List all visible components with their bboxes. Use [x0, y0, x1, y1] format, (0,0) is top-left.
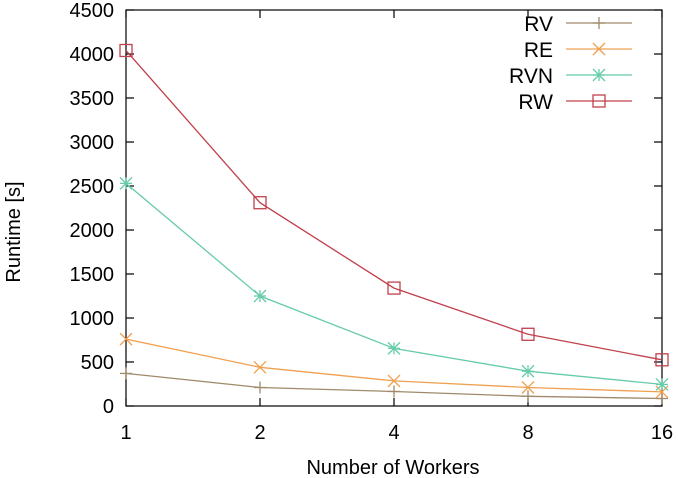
legend-label-rv: RV	[524, 13, 553, 36]
legend-marker-rvn	[592, 68, 606, 82]
legend-label-rw: RW	[518, 91, 553, 114]
legend-marker-rv	[593, 17, 605, 29]
y-tick-label: 1500	[70, 264, 115, 286]
x-tick-label: 16	[651, 422, 673, 444]
x-tick-label: 2	[254, 422, 265, 444]
data-point-rv	[656, 392, 668, 405]
data-point-re	[253, 360, 267, 374]
data-point-rw	[521, 327, 535, 341]
y-tick-label: 4500	[70, 0, 115, 22]
y-tick-label: 3500	[70, 88, 115, 110]
y-tick-label: 2500	[70, 176, 115, 198]
x-tick-label: 4	[388, 422, 399, 444]
legend-marker-rw	[592, 94, 606, 108]
data-point-rw	[253, 196, 267, 210]
data-point-rvn	[119, 176, 133, 190]
data-point-rw	[655, 353, 669, 367]
data-point-rw	[387, 281, 401, 295]
x-tick-label: 1	[120, 422, 131, 444]
data-point-rv	[254, 381, 266, 394]
x-axis-title: Number of Workers	[306, 457, 479, 478]
data-point-rw	[119, 43, 133, 58]
y-tick-label: 0	[103, 396, 114, 418]
y-tick-label: 4000	[70, 44, 115, 66]
data-point-rv	[120, 367, 132, 380]
legend-label-rvn: RVN	[509, 65, 553, 88]
data-point-rvn	[253, 289, 267, 303]
y-axis-title-group: Runtime [s]	[3, 181, 25, 282]
data-point-re	[521, 381, 535, 394]
series-line-rw	[125, 50, 663, 361]
y-tick-label: 2000	[70, 220, 115, 242]
data-point-rvn	[655, 377, 669, 391]
legend-label-re: RE	[524, 39, 553, 62]
y-tick-label: 1000	[70, 308, 115, 330]
y-tick-label: 500	[81, 352, 114, 374]
legend: RV RE RVN RW	[509, 13, 632, 114]
legend-marker-re	[592, 42, 606, 56]
y-tick-label: 3000	[70, 132, 115, 154]
x-tick-label: 8	[522, 422, 533, 444]
data-point-re	[119, 332, 133, 346]
data-point-rvn	[387, 341, 401, 355]
plot-area: 0 500 1000 1500 2000 2500 3000 3500 4000 4500 1 2 4 8…	[70, 0, 674, 444]
data-point-re	[387, 374, 401, 388]
data-point-rv	[388, 385, 400, 398]
y-axis-title: Runtime [s]	[3, 181, 25, 282]
data-point-rvn	[521, 364, 535, 378]
data-point-rv	[522, 390, 534, 403]
